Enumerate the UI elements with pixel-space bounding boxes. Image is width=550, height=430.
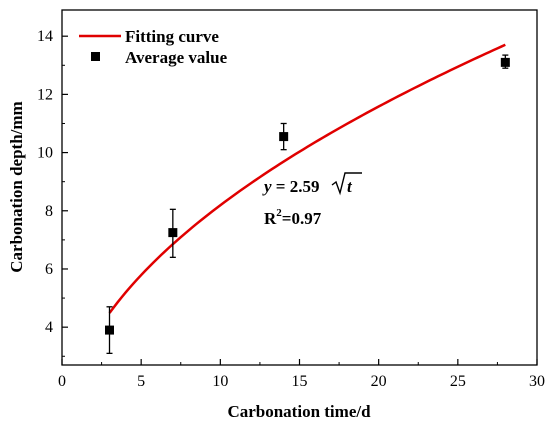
r2-prefix: R — [264, 209, 277, 228]
x-tick-label: 30 — [529, 373, 545, 390]
sqrt-radical — [331, 172, 362, 196]
x-tick-label: 5 — [137, 373, 145, 390]
data-point-marker — [168, 228, 178, 238]
y-tick-label: 4 — [45, 319, 53, 336]
x-tick-label: 10 — [212, 373, 228, 390]
x-tick-label: 0 — [58, 373, 66, 390]
x-axis-ticks: 0 5 10 15 20 25 30 — [58, 359, 545, 390]
y-axis-title: Carbonation depth/mm — [7, 101, 26, 272]
fitting-curve-line — [108, 43, 506, 314]
y-axis-ticks: 4 6 8 10 12 14 — [37, 28, 68, 357]
r2-superscript: 2 — [276, 207, 282, 219]
r2-annotation: R2=0.97 — [264, 207, 322, 228]
svg-text:y = 2.59: y = 2.59 — [262, 177, 319, 196]
legend-average-value-label: Average value — [125, 48, 228, 67]
equation-y-var: y — [262, 177, 272, 196]
data-point-marker — [105, 325, 114, 335]
y-tick-label: 14 — [37, 28, 53, 45]
x-axis-title: Carbonation time/d — [227, 402, 371, 421]
equation-rest: = 2.59 — [272, 177, 320, 196]
x-tick-label: 15 — [292, 373, 308, 390]
x-tick-label: 25 — [450, 373, 466, 390]
x-tick-label: 20 — [371, 373, 387, 390]
equation-t-var: t — [347, 177, 353, 196]
data-point-marker — [500, 57, 510, 67]
y-tick-label: 10 — [37, 145, 53, 162]
svg-text:R2=0.97: R2=0.97 — [264, 207, 322, 228]
y-tick-label: 12 — [37, 86, 53, 103]
legend-fitting-curve-label: Fitting curve — [125, 27, 219, 46]
legend-average-value-marker — [91, 52, 100, 61]
y-tick-label: 6 — [45, 261, 53, 278]
r2-value: =0.97 — [282, 209, 322, 228]
legend: Fitting curve Average value — [79, 27, 228, 67]
y-tick-label: 8 — [45, 203, 53, 220]
equation-annotation: y = 2.59 t — [262, 172, 362, 196]
data-point-marker — [279, 132, 289, 142]
average-value-points — [105, 54, 510, 355]
